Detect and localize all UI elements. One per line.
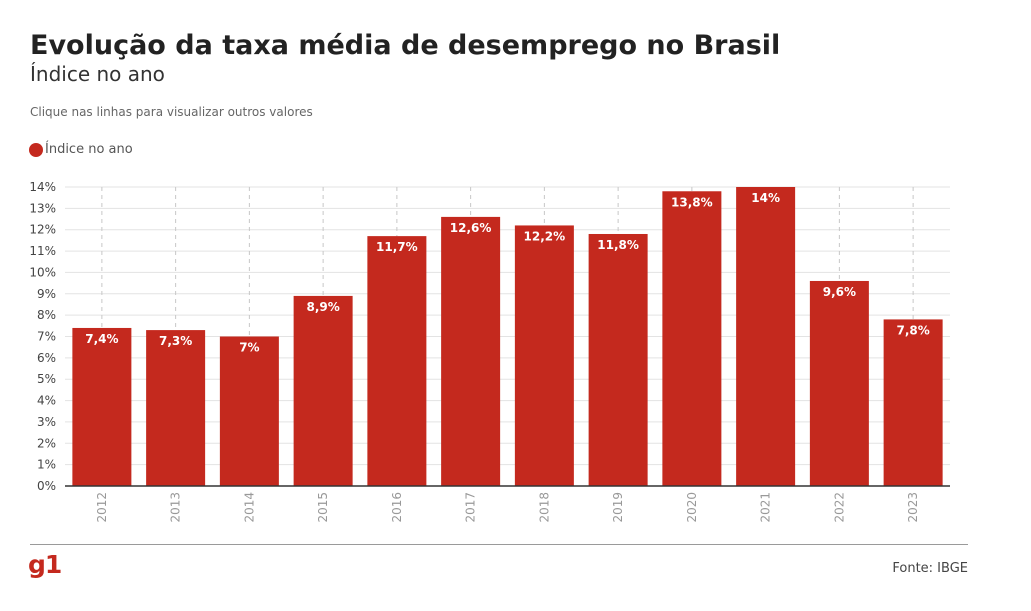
bar-value-label: 12,2% (524, 229, 566, 243)
bar (441, 216, 501, 486)
bar-value-label: 12,6% (450, 221, 492, 235)
bar (72, 327, 132, 486)
legend-label: Índice no ano (45, 142, 133, 157)
bar (588, 233, 648, 486)
bar (662, 191, 722, 486)
bar-value-label: 7% (239, 341, 259, 355)
legend-dot-icon (29, 142, 43, 157)
footer-divider (30, 544, 968, 545)
y-tick-label: 9% (37, 287, 56, 301)
bar-value-label: 11,7% (376, 240, 418, 254)
x-tick-label: 2012 (95, 492, 109, 523)
x-tick-label: 2016 (390, 492, 404, 523)
instruction-text: Clique nas linhas para visualizar outros… (30, 105, 313, 119)
y-tick-label: 5% (37, 372, 56, 386)
bar-value-label: 11,8% (597, 238, 639, 252)
y-tick-label: 2% (37, 436, 56, 450)
bar-value-label: 14% (751, 191, 780, 205)
y-tick-label: 8% (37, 308, 56, 322)
y-tick-label: 6% (37, 351, 56, 365)
bar-chart: 0% 1% 2% 3% 4% 5% 6% 7% 8% 9% 10% 11% 12% 13% 14% 7,4% 7… (29, 180, 950, 523)
x-tick-label: 2021 (759, 492, 773, 523)
y-tick-label: 0% (37, 479, 56, 493)
x-tick-label: 2019 (611, 492, 625, 523)
bar (293, 295, 353, 486)
x-tick-label: 2013 (169, 492, 183, 523)
y-tick-label: 1% (37, 458, 56, 472)
g1-logo: g1 (28, 550, 62, 579)
chart-subtitle: Índice no ano (30, 62, 165, 86)
bar (367, 236, 427, 486)
bar (219, 336, 279, 486)
bar (146, 330, 206, 486)
y-tick-label: 10% (29, 265, 56, 279)
y-tick-label: 12% (29, 223, 56, 237)
y-tick-label: 7% (37, 330, 56, 344)
bar-value-label: 13,8% (671, 195, 713, 209)
x-tick-label: 2023 (906, 492, 920, 523)
chart-title: Evolução da taxa média de desemprego no … (30, 30, 781, 61)
bar-value-label: 7,8% (896, 323, 929, 337)
x-tick-label: 2017 (464, 492, 478, 523)
bar-value-label: 9,6% (823, 285, 856, 299)
legend-item[interactable]: Índice no ano (29, 142, 133, 157)
y-tick-label: 14% (29, 180, 56, 194)
source-text: Fonte: IBGE (892, 561, 968, 576)
y-tick-label: 11% (29, 244, 56, 258)
x-tick-label: 2014 (242, 492, 256, 523)
x-tick-label: 2020 (685, 492, 699, 523)
bar (883, 319, 943, 486)
y-tick-label: 4% (37, 394, 56, 408)
bar (809, 280, 869, 486)
x-tick-label: 2022 (832, 492, 846, 523)
bar-value-label: 8,9% (306, 300, 339, 314)
y-tick-label: 13% (29, 201, 56, 215)
bar (736, 187, 796, 486)
x-tick-label: 2015 (316, 492, 330, 523)
x-tick-label: 2018 (537, 492, 551, 523)
y-tick-label: 3% (37, 415, 56, 429)
bar (514, 225, 574, 486)
bar-value-label: 7,4% (85, 332, 118, 346)
bar-value-label: 7,3% (159, 334, 192, 348)
